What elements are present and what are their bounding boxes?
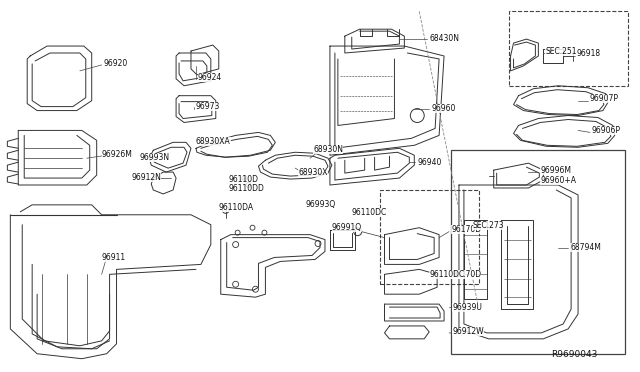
Text: 96918: 96918 [576,49,600,58]
Text: 96926M: 96926M [102,150,132,159]
Text: 96939U: 96939U [452,302,482,312]
Text: 96920: 96920 [104,60,128,68]
Text: 96973: 96973 [196,102,220,111]
Text: 96906P: 96906P [592,126,621,135]
Text: 96170D: 96170D [451,270,481,279]
Text: SEC.251: SEC.251 [545,46,577,55]
Text: 96924: 96924 [198,73,222,82]
Text: 96940: 96940 [417,158,442,167]
Text: R9690043: R9690043 [552,350,598,359]
Text: 96907P: 96907P [590,94,619,103]
Text: 96110DC: 96110DC [352,208,387,217]
Text: 68930X: 68930X [298,168,328,177]
Text: 96960: 96960 [431,104,456,113]
Text: 96991Q: 96991Q [332,223,362,232]
Text: 96170D: 96170D [451,225,481,234]
Text: 96993N: 96993N [140,153,170,162]
Text: SEC.273: SEC.273 [473,221,504,230]
Text: 68930XA: 68930XA [196,137,230,146]
Text: 68930N: 68930N [313,145,343,154]
Text: 96993Q: 96993Q [305,201,335,209]
Text: 96912N: 96912N [131,173,161,182]
Text: 96110DD: 96110DD [228,185,264,193]
Text: 68794M: 68794M [570,243,601,252]
Text: 96960+A: 96960+A [540,176,577,185]
Text: 96996M: 96996M [540,166,572,174]
Text: 96110D: 96110D [228,174,259,183]
Text: 96911: 96911 [102,253,126,262]
Text: 68430N: 68430N [429,33,459,43]
Text: 96110DA: 96110DA [219,203,254,212]
Text: 96912W: 96912W [452,327,484,336]
Text: 96110DC: 96110DC [429,270,465,279]
